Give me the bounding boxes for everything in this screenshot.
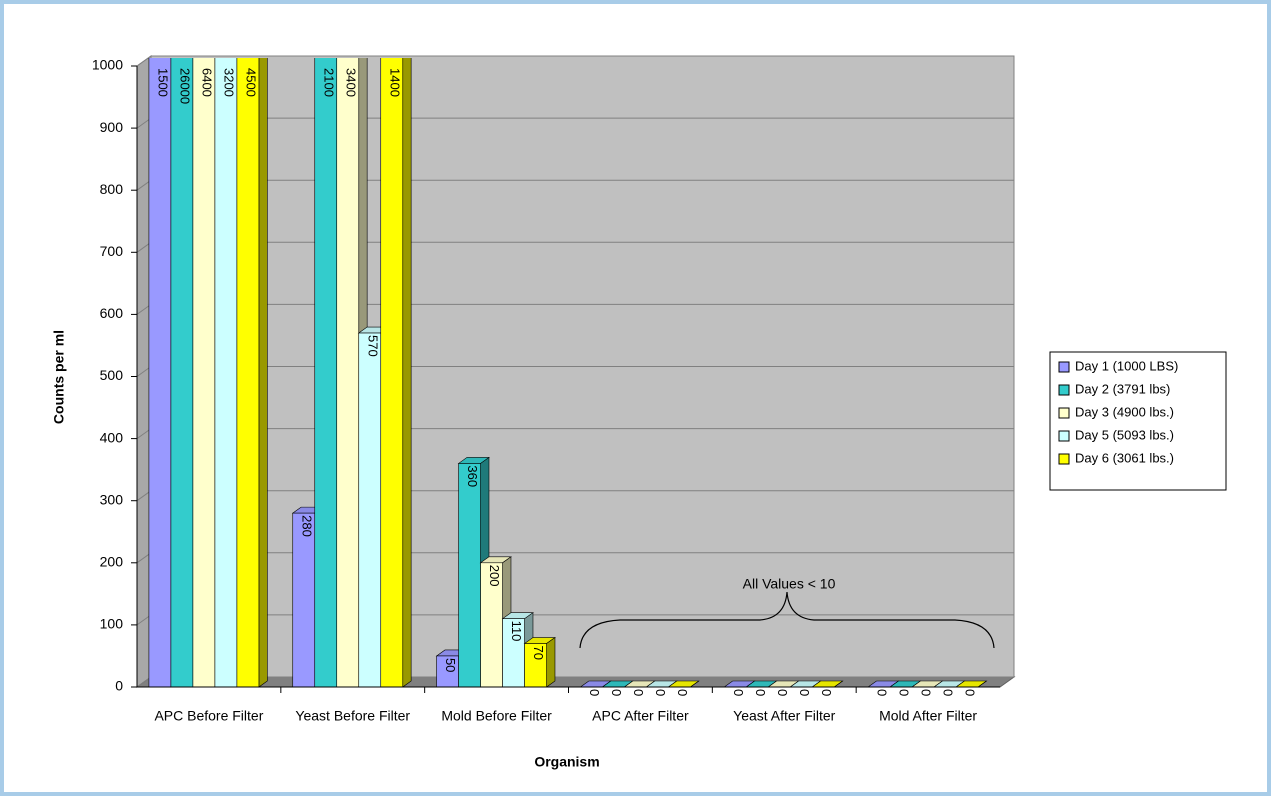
value-label: 570 (365, 335, 380, 357)
bar (236, 58, 260, 688)
bar (458, 463, 481, 688)
value-label: 0 (963, 689, 978, 696)
y-axis-title: Counts per ml (51, 330, 67, 424)
bar (336, 58, 360, 688)
legend (1049, 351, 1227, 491)
y-tick-label: 800 (100, 181, 124, 197)
value-label: 0 (631, 689, 646, 696)
value-label: 0 (819, 689, 834, 696)
value-label: 6400 (199, 68, 214, 97)
value-label: 360 (465, 465, 480, 487)
legend-swatch (1058, 453, 1070, 465)
bar-side (977, 680, 987, 688)
value-label: 26000 (177, 68, 192, 104)
legend-label: Day 3 (4900 lbs.) (1075, 404, 1174, 419)
bar (380, 58, 404, 688)
bar (292, 512, 316, 688)
y-tick-label: 900 (100, 119, 124, 135)
bar (358, 332, 382, 688)
bar-side (834, 680, 843, 688)
value-label: 0 (941, 689, 956, 696)
value-label: 70 (531, 646, 546, 660)
x-tick-label: APC Before Filter (154, 708, 263, 724)
value-label: 3200 (221, 68, 236, 97)
bar-side (546, 636, 556, 688)
legend-label: Day 2 (3791 lbs) (1075, 381, 1170, 396)
bars (148, 58, 988, 688)
value-label: 0 (919, 689, 934, 696)
legend-swatch (1058, 384, 1070, 396)
plot-walls (135, 55, 1016, 688)
y-tick-label: 600 (100, 305, 124, 321)
x-tick-label: Mold After Filter (879, 708, 977, 724)
y-tick-label: 400 (100, 429, 124, 445)
y-tick-label: 0 (115, 678, 123, 694)
y-tick-label: 100 (100, 616, 124, 632)
value-label: 0 (609, 689, 624, 696)
y-tick-label: 300 (100, 491, 124, 507)
bar (314, 58, 338, 688)
annotation-brace (579, 591, 995, 649)
value-label: 0 (875, 689, 890, 696)
value-label: 1400 (387, 68, 402, 97)
bar (148, 58, 172, 688)
value-label: 3400 (343, 68, 358, 97)
legend-swatch (1058, 361, 1070, 373)
x-tick-label: Yeast After Filter (733, 708, 836, 724)
legend-swatch (1058, 407, 1070, 419)
x-tick-label: APC After Filter (592, 708, 689, 724)
value-label: 2100 (321, 68, 336, 97)
bar-side (690, 680, 699, 688)
value-label: 50 (443, 658, 458, 672)
value-label: 0 (775, 689, 790, 696)
value-label: 0 (753, 689, 768, 696)
bar (192, 58, 216, 688)
value-label: 200 (487, 565, 502, 587)
x-tick-label: Yeast Before Filter (295, 708, 410, 724)
value-label: 0 (797, 689, 812, 696)
value-label: 0 (731, 689, 746, 696)
bar-side (402, 58, 412, 688)
legend-label: Day 1 (1000 LBS) (1075, 358, 1178, 373)
y-tick-label: 1000 (92, 57, 123, 73)
y-tick-label: 200 (100, 554, 124, 570)
x-tick-label: Mold Before Filter (441, 708, 552, 724)
value-label: 0 (587, 689, 602, 696)
legend-label: Day 5 (5093 lbs.) (1075, 427, 1174, 442)
value-label: 4500 (243, 68, 258, 97)
value-label: 1500 (155, 68, 170, 97)
legend-swatch (1058, 430, 1070, 442)
value-label: 0 (897, 689, 912, 696)
y-tick-label: 700 (100, 243, 124, 259)
bar-side (258, 58, 268, 688)
annotation: All Values < 10 (743, 576, 836, 592)
value-label: 0 (675, 689, 690, 696)
bar (214, 58, 238, 688)
x-axis-title: Organism (534, 754, 599, 770)
value-label: 110 (509, 621, 524, 642)
grid-line-side (136, 55, 152, 67)
value-label: 280 (299, 515, 314, 537)
value-label: 0 (653, 689, 668, 696)
y-tick-label: 500 (100, 367, 124, 383)
legend-label: Day 6 (3061 lbs.) (1075, 450, 1174, 465)
